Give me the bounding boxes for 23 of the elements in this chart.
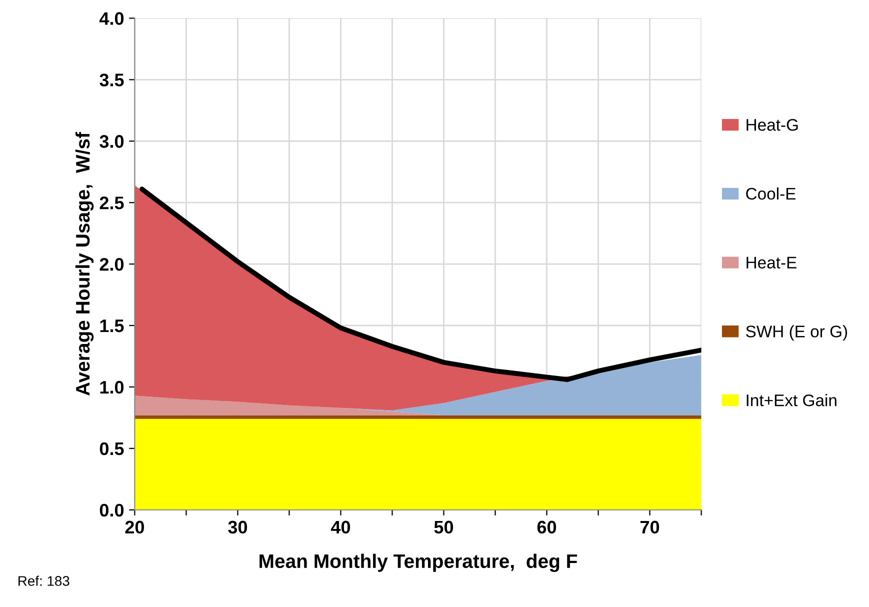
- y-tick-label: 3.5: [100, 74, 124, 86]
- y-axis-title: Average Hourly Usage, W/sf: [75, 132, 94, 396]
- y-tick-label: 1.0: [100, 380, 124, 394]
- x-tick-label: 60: [537, 520, 556, 534]
- y-tick-label: 2.5: [100, 196, 124, 210]
- legend-label: SWH (E or G): [746, 325, 848, 341]
- y-tick-label: 1.5: [100, 320, 124, 332]
- legend-label: Cool-E: [746, 187, 796, 200]
- legend-label: Heat-E: [746, 256, 796, 269]
- x-tick-label: 40: [330, 520, 350, 534]
- x-tick-label: 70: [640, 520, 660, 534]
- x-axis-title: Mean Monthly Temperature, deg F: [260, 554, 578, 572]
- y-tick-label: 0.0: [100, 504, 124, 517]
- y-tick-label: 4.0: [99, 12, 124, 25]
- y-tick-label: 3.0: [100, 135, 124, 148]
- x-tick-label: 50: [434, 520, 454, 534]
- y-tick-label: 2.0: [100, 258, 124, 271]
- y-tick-label: 0.5: [100, 442, 124, 456]
- legend-label: Int+Ext Gain: [746, 394, 836, 406]
- legend-label: Heat-G: [746, 118, 798, 131]
- x-tick-label: 20: [125, 520, 144, 534]
- text: Ref: 183: [18, 576, 70, 586]
- x-tick-label: 30: [228, 520, 248, 534]
